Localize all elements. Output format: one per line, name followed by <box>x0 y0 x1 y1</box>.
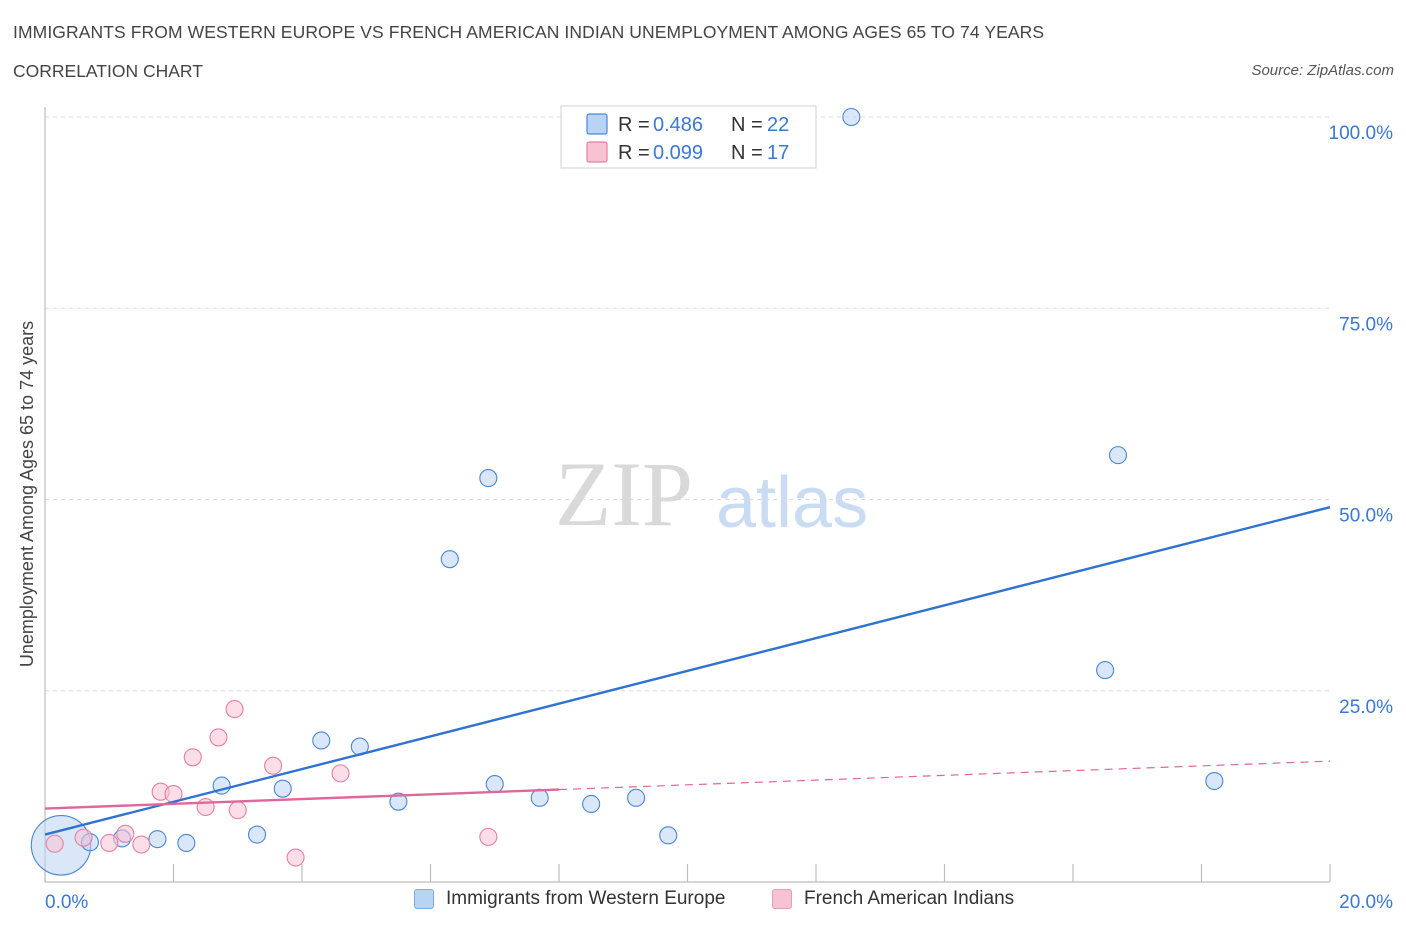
stats-r-label: R = <box>618 142 650 164</box>
legend-item-immigrants[interactable]: Immigrants from Western Europe <box>414 888 725 910</box>
x-tick-label-max: 20.0% <box>1339 892 1393 913</box>
point-french-american-indians[interactable] <box>228 801 247 820</box>
stats-n-label: N = <box>731 142 763 164</box>
point-immigrants[interactable] <box>389 792 408 811</box>
watermark-zip: ZIP <box>555 443 693 545</box>
stats-r-value: 0.099 <box>653 142 703 164</box>
point-french-american-indians[interactable] <box>196 797 215 817</box>
bottom-legend: Immigrants from Western Europe French Am… <box>0 888 1406 918</box>
point-immigrants[interactable] <box>530 788 549 807</box>
legend-label-french: French American Indians <box>804 888 1015 909</box>
legend-swatch-blue <box>414 889 434 909</box>
point-immigrants[interactable] <box>148 830 167 849</box>
point-immigrants[interactable] <box>273 779 292 798</box>
source-note: Source: ZipAtlas.com <box>1251 62 1394 79</box>
point-immigrants[interactable] <box>1108 446 1128 465</box>
y-tick-label: 25.0% <box>1339 697 1393 718</box>
point-immigrants[interactable] <box>177 833 196 853</box>
stats-n-label: N = <box>731 114 763 136</box>
point-french-american-indians[interactable] <box>209 728 228 747</box>
point-french-american-indians[interactable] <box>100 833 119 853</box>
point-french-american-indians[interactable] <box>479 827 498 846</box>
point-immigrants[interactable] <box>479 469 498 488</box>
trendline-french-solid <box>44 788 560 810</box>
trendline-immigrants <box>44 505 1331 836</box>
stats-swatch-blue <box>586 113 608 135</box>
watermark-atlas: atlas <box>716 463 868 543</box>
point-french-american-indians[interactable] <box>74 828 93 847</box>
point-french-american-indians[interactable] <box>331 764 350 783</box>
point-french-american-indians[interactable] <box>286 848 305 867</box>
point-immigrants[interactable] <box>312 731 331 750</box>
point-french-american-indians[interactable] <box>116 824 135 843</box>
point-immigrants[interactable] <box>659 826 678 845</box>
x-tick-label-min: 0.0% <box>45 892 88 913</box>
point-french-american-indians[interactable] <box>264 756 283 775</box>
stats-n-value: 22 <box>767 114 789 136</box>
point-immigrants[interactable] <box>582 794 601 814</box>
point-immigrants[interactable] <box>247 825 267 844</box>
point-french-american-indians[interactable] <box>132 835 151 854</box>
stats-n-value: 17 <box>767 142 789 164</box>
chart-subtitle: CORRELATION CHART <box>13 61 203 81</box>
chart-title: IMMIGRANTS FROM WESTERN EUROPE VS FRENCH… <box>13 22 1045 42</box>
legend-item-french-american-indians[interactable]: French American Indians <box>772 888 1014 910</box>
y-tick-label: 100.0% <box>1329 123 1394 144</box>
legend-label-immigrants: Immigrants from Western Europe <box>446 888 726 909</box>
point-french-american-indians[interactable] <box>45 834 64 853</box>
y-axis-label: Unemployment Among Ages 65 to 74 years <box>17 321 37 667</box>
stats-swatch-pink <box>586 141 608 163</box>
point-french-american-indians[interactable] <box>183 748 202 767</box>
stats-r-value: 0.486 <box>653 114 703 136</box>
stats-r-label: R = <box>618 114 650 136</box>
trendline-french-dashed <box>558 760 1331 791</box>
point-immigrants[interactable] <box>1096 661 1115 680</box>
point-immigrants[interactable] <box>440 550 459 569</box>
point-immigrants[interactable] <box>485 775 504 794</box>
point-immigrants[interactable] <box>1205 771 1224 791</box>
legend-swatch-pink <box>772 889 792 909</box>
point-immigrants[interactable] <box>627 788 646 807</box>
y-tick-label: 50.0% <box>1339 506 1393 527</box>
y-tick-label: 75.0% <box>1339 314 1393 335</box>
point-french-american-indians[interactable] <box>225 700 244 719</box>
point-immigrants[interactable] <box>842 107 861 127</box>
